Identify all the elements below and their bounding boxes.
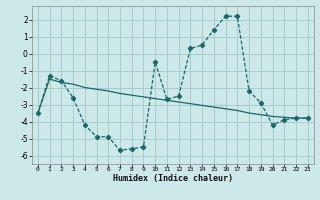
X-axis label: Humidex (Indice chaleur): Humidex (Indice chaleur) [113,174,233,183]
